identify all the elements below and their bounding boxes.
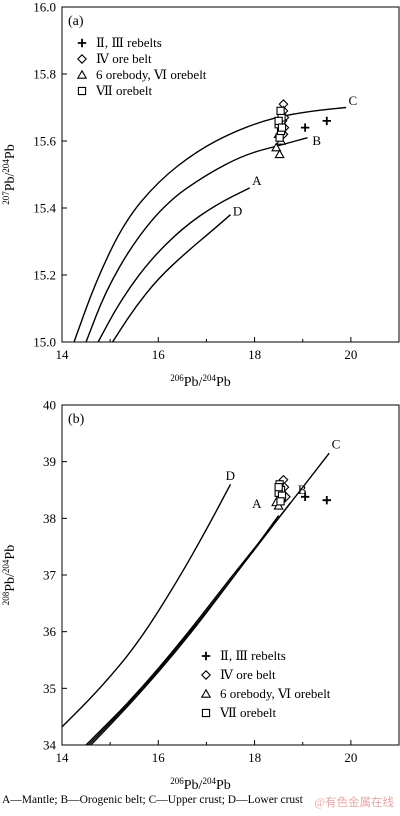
curve-label-d: D <box>233 203 242 218</box>
x-tick-label: 18 <box>248 750 261 765</box>
y-tick-label: 34 <box>43 738 57 753</box>
y-tick-label: 39 <box>43 454 56 469</box>
data-point-square <box>274 116 283 126</box>
data-point-diamond <box>77 54 87 64</box>
curve-d <box>62 484 232 728</box>
curves <box>62 452 330 745</box>
y-axis-label: 208Pb/204Pb <box>1 545 18 605</box>
y-axis-label: 207Pb/204Pb <box>1 144 18 204</box>
legend-label: Ⅱ, Ⅲ rebelts <box>96 35 162 50</box>
axis-label-text: Pb/ <box>3 573 18 592</box>
legend-label: Ⅶ orebelt <box>219 705 277 720</box>
curve-d <box>111 214 231 342</box>
data-point-diamond <box>201 670 211 680</box>
y-tick-label: 15.4 <box>33 201 56 216</box>
data-point-triangle <box>76 69 88 79</box>
data-point-square <box>276 106 285 115</box>
data-point-triangle <box>274 149 285 159</box>
y-tick-label: 16.0 <box>33 0 56 15</box>
legend-label: 6 orebody, Ⅵ orebelt <box>220 686 331 701</box>
axis-label-superscript: 207 <box>1 191 11 205</box>
axis-label-superscript: 204 <box>202 776 216 786</box>
y-tick-label: 40 <box>43 398 56 413</box>
data-point-square <box>275 133 284 142</box>
curve-label-b: B <box>298 482 307 497</box>
curve-label-a: A <box>252 173 262 188</box>
x-tick-label: 14 <box>56 750 70 765</box>
curve-label-b: B <box>312 133 321 148</box>
axis-label-superscript: 206 <box>170 373 184 383</box>
x-tick-label: 20 <box>344 347 357 362</box>
axis-label-text: Pb/ <box>184 375 203 390</box>
data-point-square <box>77 86 87 96</box>
x-axis-label: 206Pb/204Pb <box>170 373 230 390</box>
curve-label-d: D <box>226 468 235 483</box>
data-point-plus <box>322 116 331 126</box>
y-tick-label: 15.8 <box>33 67 56 82</box>
axis-label-superscript: 206 <box>170 776 184 786</box>
x-axis-label: 206Pb/204Pb <box>170 776 230 793</box>
axis-label-text: Pb <box>3 144 18 159</box>
data-point-square <box>274 483 283 492</box>
y-tick-label: 15.6 <box>33 134 56 149</box>
data-point-triangle <box>200 688 212 698</box>
y-tick-label: 37 <box>43 568 57 583</box>
panel-label: (b) <box>68 412 85 427</box>
data-point-plus <box>322 496 331 505</box>
y-tick-label: 35 <box>43 681 56 696</box>
data-points <box>271 99 331 159</box>
legend-label: 6 orebody, Ⅵ orebelt <box>96 67 207 82</box>
curve-b <box>87 502 292 745</box>
axis-label-text: Pb <box>3 545 18 560</box>
data-point-plus <box>77 38 87 48</box>
curve-label-c: C <box>332 437 341 452</box>
y-tick-label: 36 <box>43 624 57 639</box>
legend-label: Ⅱ, Ⅲ rebelts <box>220 648 286 663</box>
y-tick-label: 38 <box>43 511 56 526</box>
figure-caption: A—Mantle; B—Orogenic belt; C—Upper crust… <box>2 794 303 806</box>
curve-label-a: A <box>252 496 262 511</box>
curve-c <box>85 452 330 745</box>
data-point-plus <box>201 651 211 661</box>
curve-b <box>85 136 308 342</box>
curve-label-c: C <box>348 93 357 108</box>
data-point-square <box>201 708 211 718</box>
axis-label-superscript: 204 <box>202 373 216 383</box>
data-point-plus <box>300 123 310 132</box>
x-tick-label: 20 <box>344 750 357 765</box>
curve-a <box>90 515 280 745</box>
panel-a: 14 16 18 2015.015.215.415.615.816.0206Pb/20… <box>1 0 400 390</box>
axis-label-text: Pb <box>216 375 231 390</box>
data-points <box>271 474 331 510</box>
curve-c <box>73 106 347 342</box>
x-tick-label: 16 <box>152 750 166 765</box>
x-tick-label: 18 <box>248 347 261 362</box>
y-tick-label: 15.2 <box>33 268 56 283</box>
axis-label-text: Pb <box>216 778 231 793</box>
axis-label-superscript: 208 <box>1 591 11 605</box>
panel-label: (a) <box>68 14 84 29</box>
legend: Ⅱ, Ⅲ rebelts Ⅳ ore belt 6 orebody, Ⅵ orebe… <box>200 648 331 720</box>
axis-label-text: Pb/ <box>3 172 18 191</box>
data-point-plus <box>300 492 310 501</box>
legend-label: Ⅳ ore belt <box>96 51 152 66</box>
plot-frame <box>61 6 400 343</box>
x-tick-label: 14 <box>56 347 70 362</box>
curves <box>73 106 347 342</box>
axis-label-superscript: 204 <box>1 159 11 173</box>
axis-label-superscript: 204 <box>1 559 11 573</box>
curve-a <box>97 187 251 342</box>
watermark: @有色金属在线 <box>314 797 394 809</box>
y-tick-label: 15.0 <box>33 335 56 350</box>
data-point-square <box>277 123 287 132</box>
data-point-triangle <box>271 142 282 152</box>
panel-b: 14 16 18 2034353637383940206Pb/204Pb208Pb/2… <box>1 398 400 793</box>
x-tick-label: 16 <box>152 347 166 362</box>
legend-label: Ⅳ ore belt <box>220 667 276 682</box>
data-point-square <box>276 497 285 506</box>
legend-label: Ⅶ orebelt <box>95 83 153 98</box>
axis-label-text: Pb/ <box>184 778 203 793</box>
